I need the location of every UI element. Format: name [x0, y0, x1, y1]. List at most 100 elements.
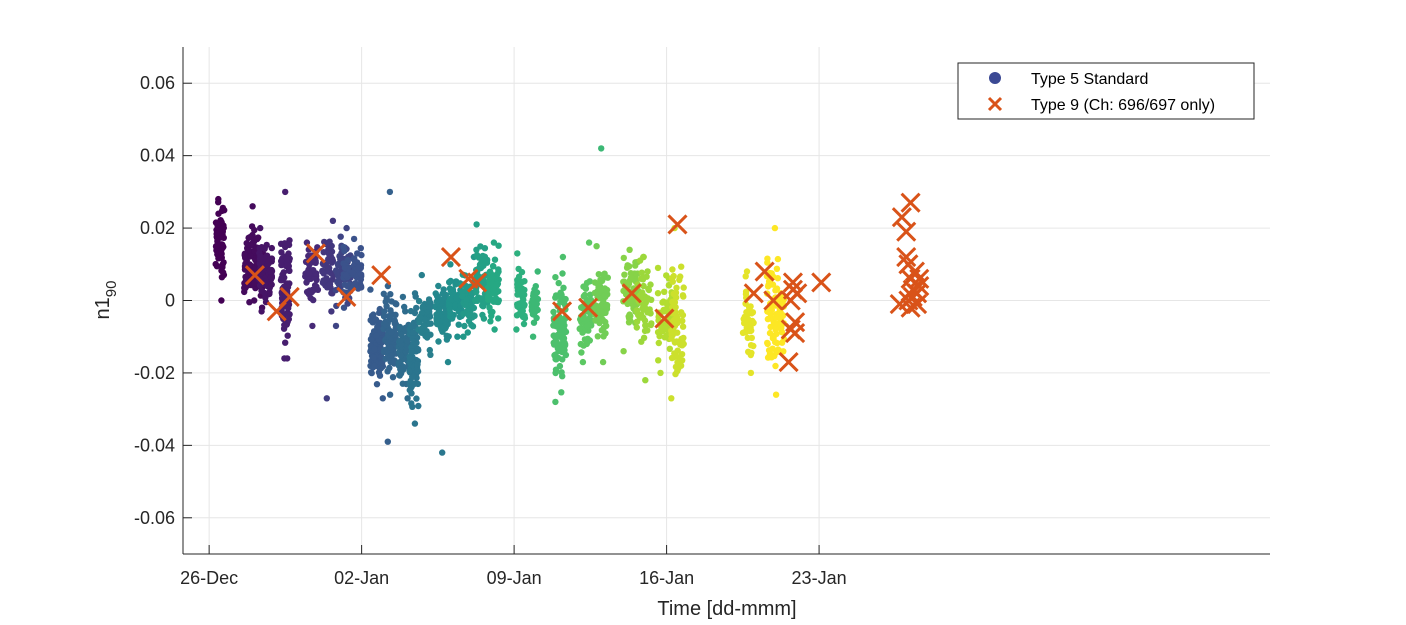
type5-point: [278, 277, 284, 283]
type5-point: [746, 322, 752, 328]
type5-point: [577, 326, 583, 332]
type5-point: [646, 287, 652, 293]
type5-point: [471, 313, 477, 319]
type5-point: [268, 274, 274, 280]
legend[interactable]: Type 5 Standard Type 9 (Ch: 696/697 only…: [958, 63, 1254, 119]
type5-point: [219, 242, 225, 248]
type5-point: [373, 333, 379, 339]
type5-point: [367, 286, 373, 292]
type5-point: [358, 252, 364, 258]
type5-point: [491, 326, 497, 332]
type5-point: [242, 252, 248, 258]
type5-point: [560, 254, 566, 260]
type5-point: [397, 337, 403, 343]
type5-point: [659, 299, 665, 305]
type5-point: [675, 348, 681, 354]
type5-point: [482, 245, 488, 251]
y-axis-label-base: n1: [92, 297, 114, 319]
type5-point: [285, 333, 291, 339]
type5-point: [493, 295, 499, 301]
type5-point: [396, 360, 402, 366]
type5-point: [326, 250, 332, 256]
type5-point: [419, 272, 425, 278]
type5-outlier-point: [387, 189, 393, 195]
type5-point: [677, 273, 683, 279]
type5-point: [604, 302, 610, 308]
type5-point: [492, 257, 498, 263]
type5-point: [644, 327, 650, 333]
type5-point: [582, 284, 588, 290]
type5-point: [371, 363, 377, 369]
type5-point: [373, 316, 379, 322]
type5-point: [420, 304, 426, 310]
type5-point: [516, 311, 522, 317]
type5-point: [624, 262, 630, 268]
type5-point: [642, 377, 648, 383]
type5-point: [671, 291, 677, 297]
type5-point: [473, 289, 479, 295]
type5-point: [374, 381, 380, 387]
x-tick-label: 09-Jan: [487, 568, 542, 588]
type5-point: [669, 275, 675, 281]
type5-point: [389, 352, 395, 358]
type5-point: [444, 336, 450, 342]
type5-point: [485, 294, 491, 300]
type5-point: [657, 370, 663, 376]
type5-point: [514, 303, 520, 309]
type5-point: [349, 270, 355, 276]
type5-point: [414, 361, 420, 367]
type5-point: [551, 341, 557, 347]
type5-point: [257, 256, 263, 262]
x-tick-label: 02-Jan: [334, 568, 389, 588]
type5-point: [656, 340, 662, 346]
type5-point: [402, 308, 408, 314]
type5-point: [668, 395, 674, 401]
type5-point: [418, 326, 424, 332]
type5-point: [456, 322, 462, 328]
type5-point: [325, 266, 331, 272]
type5-outlier-point: [439, 449, 445, 455]
type5-point: [315, 287, 321, 293]
type5-point: [773, 349, 779, 355]
x-tick-label: 16-Jan: [639, 568, 694, 588]
type5-point: [358, 271, 364, 277]
type5-point: [772, 363, 778, 369]
type5-point: [513, 326, 519, 332]
type5-point: [521, 321, 527, 327]
type5-point: [621, 255, 627, 261]
y-tick-label: 0.02: [140, 218, 175, 238]
type5-point: [746, 304, 752, 310]
type5-point: [215, 199, 221, 205]
type5-point: [400, 294, 406, 300]
type5-point: [765, 283, 771, 289]
type5-point: [473, 221, 479, 227]
type5-point: [495, 243, 501, 249]
type5-point: [351, 236, 357, 242]
type5-point: [249, 203, 255, 209]
type5-point: [530, 334, 536, 340]
type5-point: [552, 274, 558, 280]
type5-point: [662, 325, 668, 331]
type5-point: [767, 330, 773, 336]
type5-point: [284, 355, 290, 361]
type5-point: [326, 239, 332, 245]
type5-point: [258, 308, 264, 314]
type5-point: [557, 346, 563, 352]
type5-point: [218, 249, 224, 255]
type5-point: [351, 255, 357, 261]
type5-point: [267, 285, 273, 291]
type5-point: [369, 370, 375, 376]
type5-point: [634, 324, 640, 330]
type5-point: [595, 333, 601, 339]
type5-point: [282, 340, 288, 346]
type5-point: [661, 308, 667, 314]
type5-point: [562, 341, 568, 347]
type5-point: [214, 231, 220, 237]
legend-label-type9: Type 9 (Ch: 696/697 only): [1031, 97, 1215, 114]
type5-point: [397, 372, 403, 378]
type5-point: [600, 271, 606, 277]
type5-point: [532, 308, 538, 314]
type5-point: [445, 359, 451, 365]
type5-point: [522, 315, 528, 321]
type5-point: [372, 346, 378, 352]
